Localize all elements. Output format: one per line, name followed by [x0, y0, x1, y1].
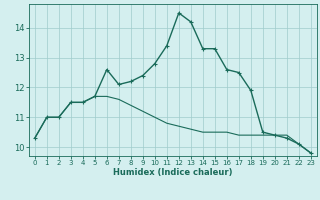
- X-axis label: Humidex (Indice chaleur): Humidex (Indice chaleur): [113, 168, 233, 177]
